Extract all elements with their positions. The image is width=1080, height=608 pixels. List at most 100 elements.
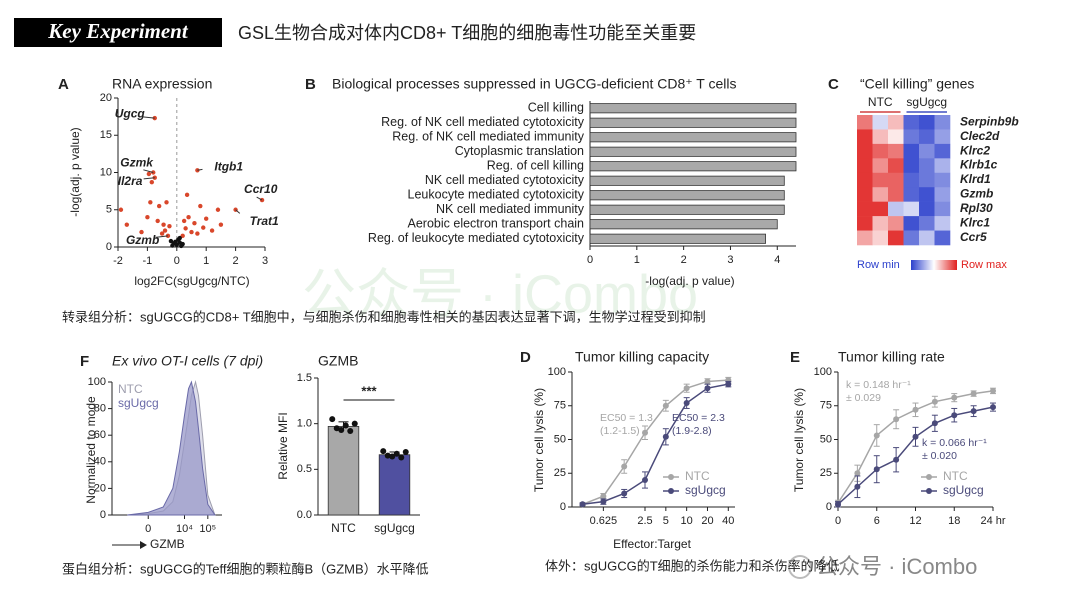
marker [893, 416, 900, 423]
panel-letter: A [58, 76, 69, 93]
x-tick-label: 0 [835, 515, 841, 527]
gene-label: Rpl30 [960, 201, 993, 215]
line [582, 379, 729, 505]
watermark: 公众号 · iCombo [816, 554, 977, 579]
marker [725, 381, 732, 388]
leader-line [142, 116, 155, 119]
dot [351, 420, 358, 427]
heat-cell [934, 158, 951, 174]
gene-label: Trat1 [250, 214, 279, 228]
y-tick-label: 75 [820, 400, 832, 412]
heat-cell [888, 172, 904, 188]
marker [951, 394, 958, 401]
category-label: Aerobic electron transport chain [408, 217, 585, 231]
legend-label: NTC [685, 469, 710, 483]
y-tick-label: 0 [826, 501, 832, 513]
y-tick-label: 25 [820, 467, 832, 479]
dot [338, 427, 345, 434]
marker [835, 501, 841, 508]
heat-cell [888, 158, 904, 174]
heat-cell [919, 230, 935, 246]
heat-cell [872, 216, 889, 231]
y-axis-label: Tumor cell lysis (%) [532, 388, 546, 492]
x-tick-label: 0 [145, 523, 151, 535]
caption: 体外：sgUGCG的T细胞的杀伤能力和杀伤率的降低 [545, 558, 840, 573]
heat-cell [934, 201, 951, 217]
bar [589, 204, 785, 215]
heat-cell [857, 230, 873, 246]
leader-line [197, 168, 203, 171]
gene-label: Klrc2 [960, 143, 990, 157]
significance: *** [361, 383, 377, 398]
heat-cell [872, 143, 889, 159]
marker [683, 400, 690, 407]
heat-cell [872, 129, 889, 145]
marker [621, 490, 628, 497]
point [161, 222, 166, 227]
heat-cell [888, 187, 904, 202]
legend-marker [926, 488, 932, 494]
heat-cell [934, 230, 951, 246]
x-tick-label: 10⁴ [176, 523, 193, 535]
category-label: Leukocyte mediated cytotoxicity [408, 188, 585, 202]
bar [327, 426, 360, 516]
heat-cell [919, 143, 935, 159]
marker [990, 387, 996, 394]
bar [589, 103, 797, 114]
histogram [127, 380, 216, 516]
x-axis-label: GZMB [150, 537, 185, 551]
x-axis-label: -log(adj. p value) [645, 274, 734, 288]
point [146, 171, 152, 177]
point [215, 207, 221, 212]
gene-label: Itgb1 [214, 159, 243, 173]
point [167, 223, 172, 229]
badge-text: Key Experiment [47, 19, 189, 43]
heat-cell [888, 143, 904, 159]
panel-letter: D [520, 349, 531, 366]
x-tick-label: 4 [774, 254, 780, 266]
gene-label: Il2ra [118, 174, 143, 188]
dot [347, 427, 354, 434]
heat-cell [888, 129, 904, 145]
y-tick-label: 0 [106, 241, 112, 253]
x-tick-label: 40 [722, 515, 734, 527]
gene-label: Gzmk [120, 156, 154, 170]
marker [912, 433, 919, 440]
line [582, 383, 729, 506]
heat-cell [857, 129, 873, 145]
annotation: EC50 = 2.3 [672, 412, 725, 424]
heat-cell [919, 158, 935, 174]
x-tick-label: 2.5 [637, 515, 652, 527]
legend-marker [668, 488, 674, 494]
bar [378, 454, 411, 516]
heat-cell [903, 201, 920, 217]
y-tick-label: 80 [94, 403, 106, 415]
panel-letter: F [80, 353, 89, 370]
y-tick-label: 5 [106, 204, 112, 216]
marker [990, 404, 996, 411]
y-axis-label: -log(adj. p value) [68, 127, 82, 216]
caption: 转录组分析：sgUGCG的CD8+ T细胞中，与细胞杀伤和细胞毒性相关的基因表达… [62, 309, 706, 324]
legend-label: sgUgcg [685, 483, 726, 497]
x-tick-label: 20 [701, 515, 713, 527]
bar [589, 190, 785, 201]
heat-cell [903, 158, 920, 174]
leader-line [143, 169, 154, 173]
gene-label: Ccr10 [244, 182, 278, 196]
marker [683, 385, 690, 392]
y-tick-label: 60 [94, 429, 106, 441]
x-tick-label: -2 [113, 255, 123, 267]
y-tick-label: 15 [100, 129, 112, 141]
point [184, 192, 190, 198]
marker [854, 470, 861, 477]
panel-title: GZMB [318, 353, 358, 369]
x-tick-label: 1 [634, 254, 640, 266]
y-tick-label: 50 [820, 433, 832, 445]
y-tick-label: 20 [100, 92, 112, 104]
heat-cell [872, 172, 889, 188]
group-label: sgUgcg [906, 95, 947, 109]
point [192, 220, 197, 226]
category-label: Cell killing [528, 101, 584, 115]
category-label: NK cell mediated immunity [436, 202, 585, 216]
